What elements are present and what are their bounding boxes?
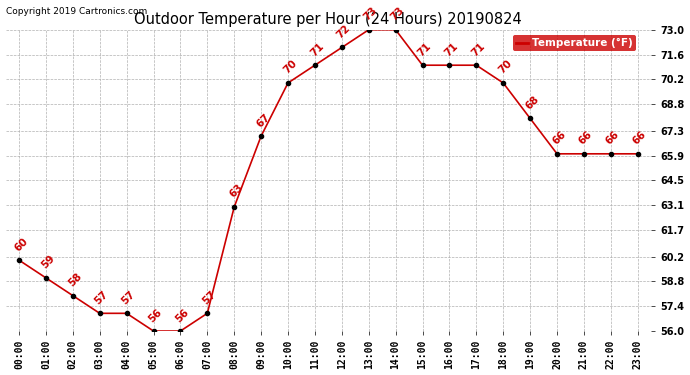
Text: 68: 68 — [524, 94, 541, 111]
Text: 57: 57 — [201, 289, 218, 306]
Text: 56: 56 — [147, 307, 164, 324]
Text: 71: 71 — [470, 41, 487, 58]
Text: 73: 73 — [389, 5, 406, 22]
Text: 71: 71 — [308, 41, 326, 58]
Text: 58: 58 — [66, 271, 83, 288]
Text: Copyright 2019 Cartronics.com: Copyright 2019 Cartronics.com — [6, 7, 147, 16]
Text: 66: 66 — [551, 129, 568, 147]
Text: 63: 63 — [228, 183, 245, 200]
Text: 57: 57 — [93, 289, 110, 306]
Text: 72: 72 — [335, 23, 353, 40]
Text: 66: 66 — [631, 129, 649, 147]
Text: 73: 73 — [362, 5, 380, 22]
Text: 60: 60 — [12, 236, 30, 253]
Text: 70: 70 — [282, 58, 299, 76]
Text: 59: 59 — [39, 254, 57, 271]
Legend: Temperature (°F): Temperature (°F) — [513, 35, 636, 51]
Text: 56: 56 — [174, 307, 191, 324]
Text: 57: 57 — [120, 289, 137, 306]
Title: Outdoor Temperature per Hour (24 Hours) 20190824: Outdoor Temperature per Hour (24 Hours) … — [135, 12, 522, 27]
Text: 67: 67 — [255, 112, 272, 129]
Text: 66: 66 — [578, 129, 595, 147]
Text: 71: 71 — [443, 41, 460, 58]
Text: 71: 71 — [416, 41, 433, 58]
Text: 66: 66 — [604, 129, 622, 147]
Text: 70: 70 — [497, 58, 514, 76]
